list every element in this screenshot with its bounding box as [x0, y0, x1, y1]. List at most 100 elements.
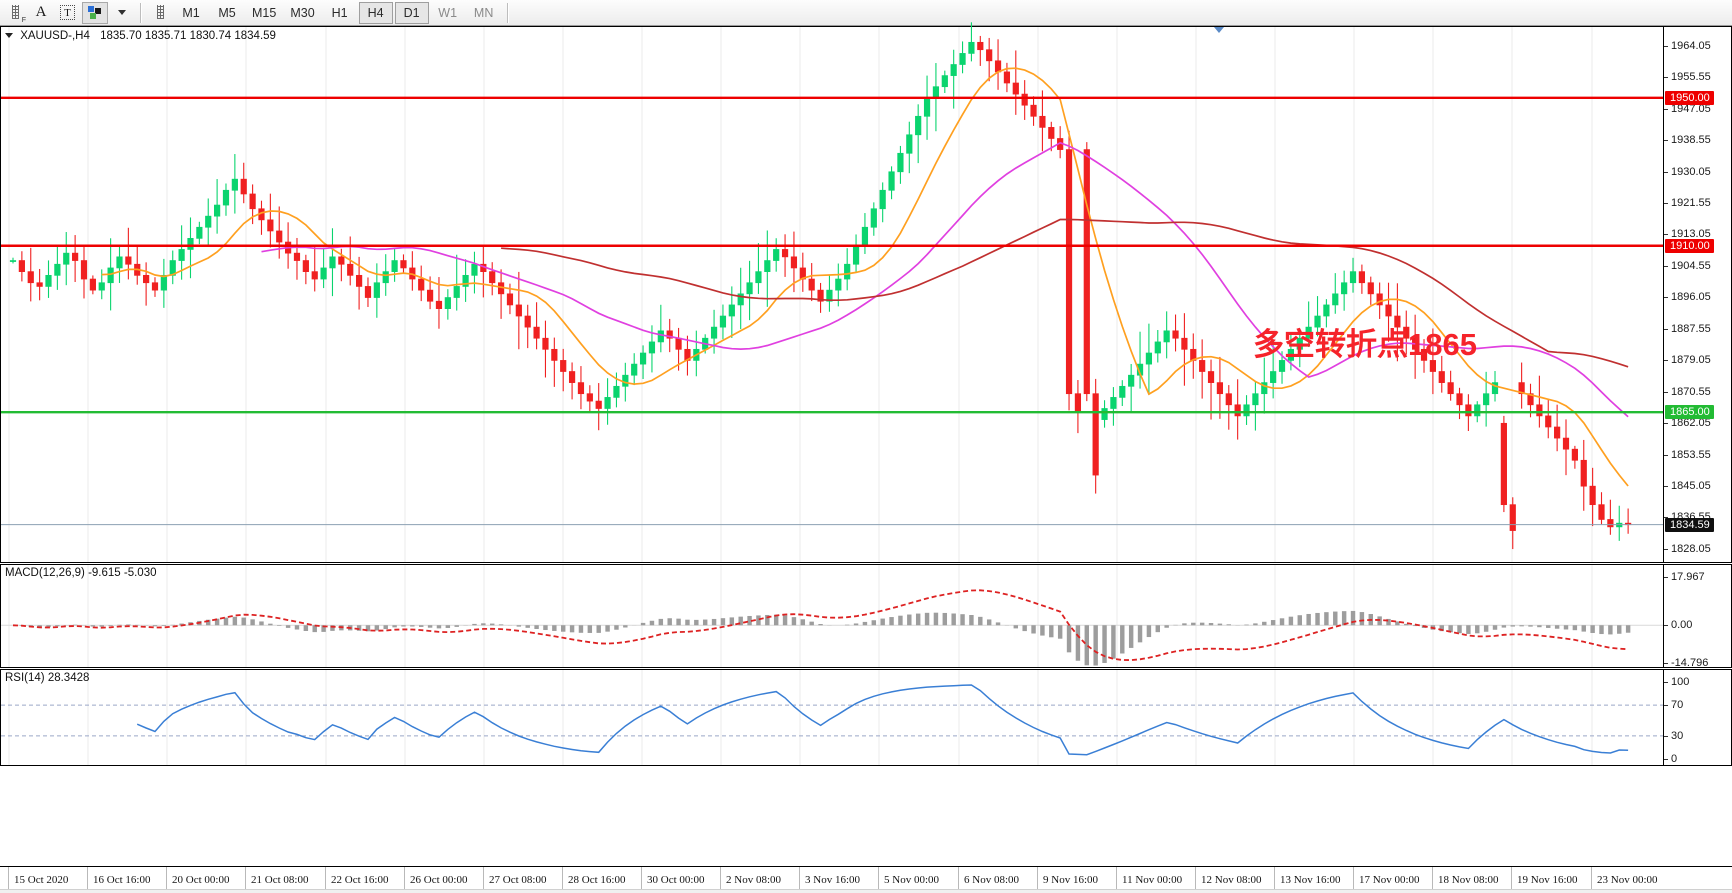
time-axis-label: 21 Oct 08:00	[251, 874, 309, 886]
time-axis-label: 22 Oct 16:00	[331, 874, 389, 886]
time-axis-separator	[958, 867, 959, 893]
time-axis-separator	[87, 867, 88, 893]
status-bar	[0, 889, 1732, 893]
price-tick: 1930.05	[1664, 166, 1711, 178]
price-tick: 1870.55	[1664, 386, 1711, 398]
grid-properties-icon: F	[21, 16, 26, 24]
timeframe-h4[interactable]: H4	[358, 1, 393, 24]
indicators-dropdown-button[interactable]	[110, 2, 134, 24]
price-level-badge[interactable]: 1910.00	[1665, 238, 1714, 253]
timeframe-w1[interactable]: W1	[438, 5, 458, 20]
macd-tick: 0.00	[1664, 619, 1692, 631]
price-tick: 1896.05	[1664, 291, 1711, 303]
time-axis-separator	[8, 867, 9, 893]
time-axis-label: 11 Nov 00:00	[1122, 874, 1183, 886]
time-axis-label: 18 Nov 08:00	[1438, 874, 1499, 886]
time-axis-separator	[1195, 867, 1196, 893]
timeframe-m5[interactable]: M5	[218, 5, 236, 20]
chart-ohlc-values: 1835.70 1835.71 1830.74 1834.59	[100, 30, 276, 42]
time-axis-label: 27 Oct 08:00	[489, 874, 547, 886]
time-axis-separator	[878, 867, 879, 893]
timeframe-grip[interactable]	[148, 2, 172, 24]
price-tick: 1862.05	[1664, 417, 1711, 429]
price-tick: 1947.05	[1664, 103, 1711, 115]
chart-title: XAUUSD-,H4 1835.70 1835.71 1830.74 1834.…	[5, 30, 276, 42]
time-axis[interactable]: 15 Oct 2020 16 Oct 16:00 20 Oct 00:00 21 Oc…	[0, 866, 1732, 893]
macd-tick: 17.967	[1664, 571, 1705, 583]
price-tick: 1913.05	[1664, 228, 1711, 240]
toolbar-drag-grip[interactable]: F	[3, 2, 27, 24]
time-axis-label: 9 Nov 16:00	[1043, 874, 1098, 886]
price-tick: 1938.55	[1664, 134, 1711, 146]
price-axis[interactable]: 1964.05 1955.55 1947.05 1938.55 1930.05 1921.…	[1663, 27, 1731, 562]
price-tick: 1853.55	[1664, 449, 1711, 461]
time-axis-separator	[1353, 867, 1354, 893]
indicators-button[interactable]	[82, 1, 108, 24]
time-axis-label: 30 Oct 00:00	[647, 874, 705, 886]
grip-icon	[11, 4, 20, 22]
rsi-tick: 70	[1664, 699, 1683, 711]
timeframe-m15[interactable]: M15	[252, 5, 277, 20]
time-axis-separator	[166, 867, 167, 893]
time-axis-label: 26 Oct 00:00	[410, 874, 468, 886]
time-axis-label: 17 Nov 00:00	[1359, 874, 1420, 886]
price-tick: 1879.05	[1664, 354, 1711, 366]
time-axis-label: 23 Nov 00:00	[1597, 874, 1658, 886]
time-axis-separator	[562, 867, 563, 893]
price-plot	[1, 22, 1665, 562]
time-axis-separator	[1591, 867, 1592, 893]
time-axis-label: 3 Nov 16:00	[805, 874, 860, 886]
chart-menu-triangle-icon[interactable]	[5, 33, 13, 39]
timeframe-mn[interactable]: MN	[473, 5, 494, 20]
price-chart-panel[interactable]: XAUUSD-,H4 1835.70 1835.71 1830.74 1834.…	[0, 22, 1732, 563]
price-level-badge[interactable]: 1950.00	[1665, 90, 1714, 105]
time-axis-separator	[799, 867, 800, 893]
price-level-badge[interactable]: 1865.00	[1665, 405, 1714, 420]
rsi-label: RSI(14) 28.3428	[5, 672, 90, 684]
timeframe-h1[interactable]: H1	[331, 5, 348, 20]
time-axis-label: 12 Nov 08:00	[1201, 874, 1262, 886]
toolbar-divider-1	[140, 2, 142, 23]
indicators-icon	[87, 5, 103, 20]
time-axis-separator	[1037, 867, 1038, 893]
macd-plot	[1, 565, 1665, 667]
rsi-tick: 100	[1664, 676, 1689, 688]
price-tick: 1955.55	[1664, 71, 1711, 83]
macd-label: MACD(12,26,9) -9.615 -5.030	[5, 567, 157, 579]
macd-tick: -14.796	[1664, 657, 1708, 669]
macd-axis[interactable]: 17.967 0.00 -14.796	[1663, 565, 1731, 669]
rsi-plot	[1, 670, 1665, 765]
price-tick: 1921.55	[1664, 197, 1711, 209]
price-tick: 1904.55	[1664, 260, 1711, 272]
macd-panel[interactable]: MACD(12,26,9) -9.615 -5.030 17.967 0.00 -1…	[0, 564, 1732, 669]
time-axis-separator	[641, 867, 642, 893]
font-button[interactable]: A	[29, 2, 53, 24]
text-font-icon: A	[35, 4, 47, 20]
rsi-axis[interactable]: 100 70 30 0	[1663, 670, 1731, 765]
price-tick: 1828.05	[1664, 543, 1711, 555]
rsi-tick: 30	[1664, 730, 1683, 742]
time-axis-separator	[325, 867, 326, 893]
time-axis-separator	[245, 867, 246, 893]
time-axis-separator	[720, 867, 721, 893]
rsi-panel[interactable]: RSI(14) 28.3428 100 70 30 0	[0, 669, 1732, 766]
panel-collapse-triangle-icon[interactable]	[1214, 27, 1224, 33]
time-axis-label: 6 Nov 08:00	[964, 874, 1019, 886]
text-object-icon: T	[60, 5, 75, 20]
time-axis-label: 28 Oct 16:00	[568, 874, 626, 886]
timeframe-m30[interactable]: M30	[290, 5, 315, 20]
time-axis-separator	[1432, 867, 1433, 893]
price-tick: 1887.55	[1664, 323, 1711, 335]
price-tick: 1845.05	[1664, 480, 1711, 492]
timeframe-m1[interactable]: M1	[182, 5, 200, 20]
text-object-button[interactable]: T	[55, 2, 80, 24]
price-level-badge[interactable]: 1834.59	[1665, 517, 1714, 532]
time-axis-label: 15 Oct 2020	[14, 874, 69, 886]
time-axis-label: 2 Nov 08:00	[726, 874, 781, 886]
time-axis-label: 16 Oct 16:00	[93, 874, 151, 886]
time-axis-separator	[404, 867, 405, 893]
timeframe-d1[interactable]: D1	[394, 1, 429, 24]
time-axis-label: 20 Oct 00:00	[172, 874, 230, 886]
time-axis-separator	[1274, 867, 1275, 893]
